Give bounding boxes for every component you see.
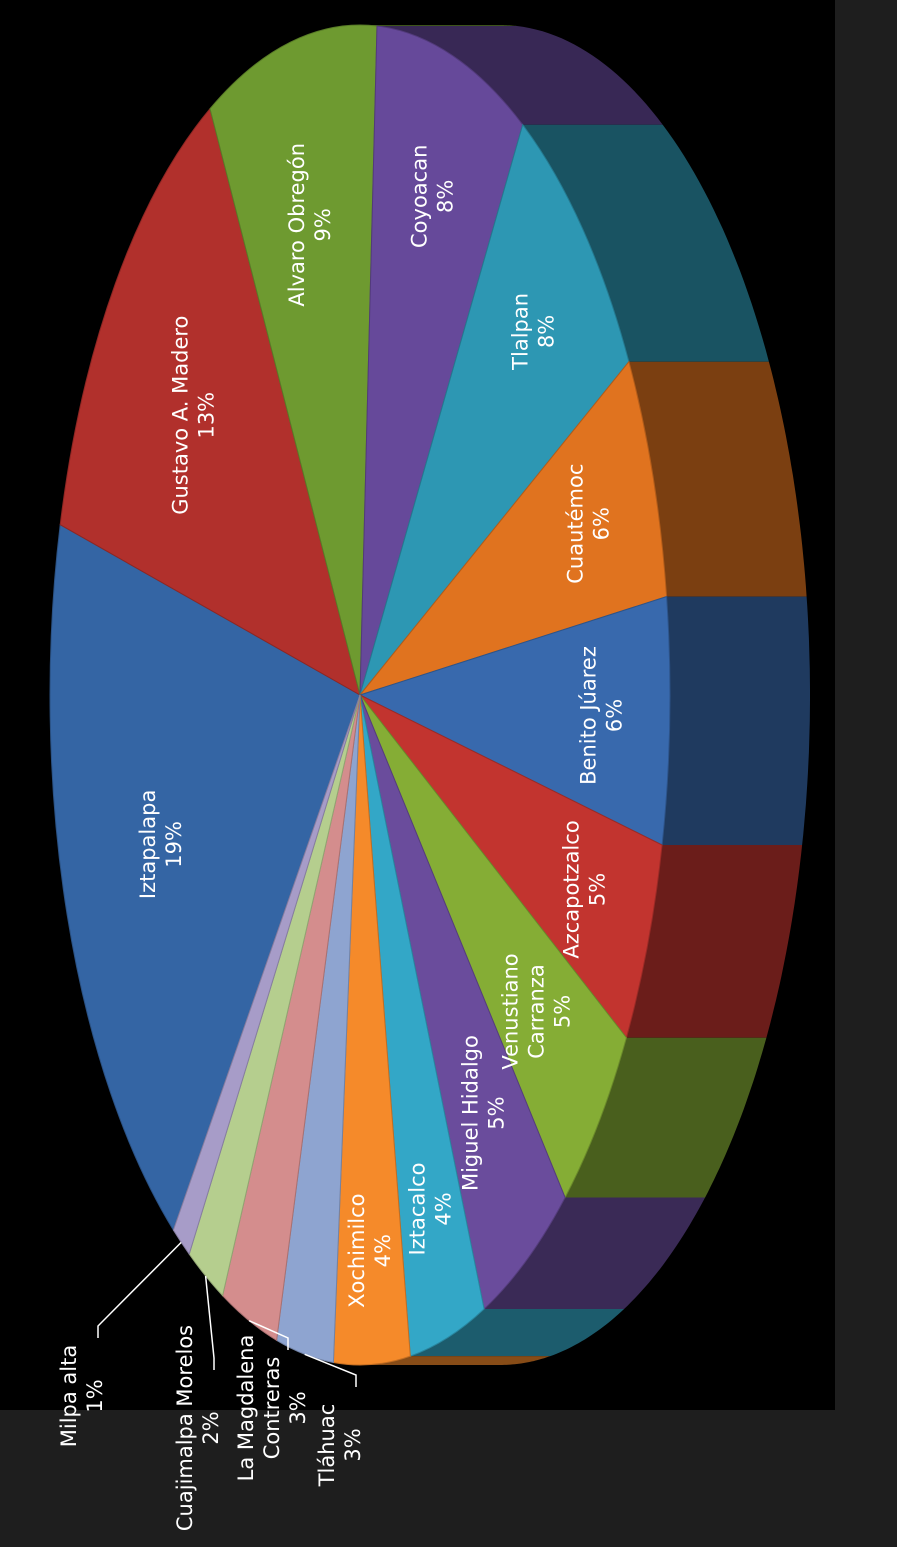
pie-slice-miguel-hidalgo <box>359 694 566 1310</box>
data-label-cuautemoc: Cuautémoc6% <box>563 464 613 584</box>
data-label-name: Venustiano <box>499 953 523 1069</box>
data-label-tlahuac: Tláhuac3% <box>315 1404 365 1488</box>
data-label-value: 2% <box>199 1411 223 1444</box>
leader-line-la-magdalena-contreras <box>248 1320 289 1350</box>
data-label-la-magdalena-contreras: La MagdalenaContreras3% <box>234 1335 310 1482</box>
data-label-coyoacan: Coyoacan8% <box>407 145 457 248</box>
data-label-value: 6% <box>603 699 627 732</box>
data-label-value: 8% <box>433 180 457 213</box>
data-label-xochimilco: Xochimilco4% <box>345 1193 395 1307</box>
pie-side-miguel-hidalgo <box>484 1197 706 1309</box>
data-label-value: 5% <box>484 1096 508 1129</box>
pie-slice-gustavo-a-madero <box>59 107 361 697</box>
pie-slice-alvaro-obregon <box>209 24 378 696</box>
data-label-tlalpan: Tlalpan8% <box>509 293 559 371</box>
data-label-name: Tláhuac <box>315 1404 339 1488</box>
data-label-name: Cuautémoc <box>563 464 587 584</box>
pie-side-xochimilco <box>360 1356 551 1365</box>
data-label-milpa-alta: Milpa alta1% <box>57 1345 107 1447</box>
chart-slices-layer <box>49 24 671 1366</box>
data-label-iztapalapa: Iztapalapa19% <box>136 790 186 899</box>
pie-side-benito-juarez <box>662 596 810 845</box>
data-label-name: Benito Júarez <box>577 646 601 785</box>
pie-slice-cuautemoc <box>358 360 668 696</box>
data-label-name: Milpa alta <box>57 1345 81 1447</box>
data-label-name: Coyoacan <box>407 145 431 248</box>
data-label-value: 5% <box>585 873 609 906</box>
data-label-value: 4% <box>431 1192 455 1225</box>
data-label-value: 8% <box>535 315 559 348</box>
data-label-value: 19% <box>162 821 186 868</box>
pie-side-azcapotzalco <box>626 845 803 1038</box>
pie-slice-coyoacan <box>359 25 524 696</box>
chart-labels-layer: Iztapalapa19% Gustavo A. Madero13% Alvaro … <box>57 143 627 1531</box>
data-label-value: 13% <box>195 392 219 439</box>
data-label-name: Cuajimalpa Morelos <box>173 1325 197 1531</box>
data-label-value: 3% <box>341 1428 365 1461</box>
data-label-name: Miguel Hidalgo <box>458 1035 482 1191</box>
pie-side-alvaro-obregon <box>360 25 517 26</box>
data-label-azcapotzalco: Azcapotzalco5% <box>559 820 609 958</box>
pie-slice-milpa-alta <box>172 694 361 1256</box>
data-label-venustiano-carranza: VenustianoCarranza5% <box>499 953 575 1069</box>
data-label-value: 9% <box>311 208 335 241</box>
data-label-name: Alvaro Obregón <box>285 143 309 307</box>
data-label-iztacalco: Iztacalco4% <box>405 1163 455 1256</box>
pie-side-cuautemoc <box>628 361 807 597</box>
data-label-name: Azcapotzalco <box>559 820 583 958</box>
pie-side-venustiano-carranza <box>565 1037 767 1198</box>
data-label-cuajimalpa-morelos: Cuajimalpa Morelos2% <box>173 1325 223 1531</box>
data-label-name: Iztapalapa <box>136 790 160 899</box>
data-label-alvaro-obregon: Alvaro Obregón9% <box>285 143 335 307</box>
data-label-gustavo-a-madero: Gustavo A. Madero13% <box>169 316 219 515</box>
leader-line-tlahuac <box>304 1353 357 1387</box>
data-label-name: La Magdalena <box>234 1335 258 1482</box>
data-label-benito-juarez: Benito Júarez6% <box>577 646 627 785</box>
pie-slice-venustiano-carranza <box>359 694 627 1199</box>
data-label-name: Gustavo A. Madero <box>169 316 193 515</box>
data-label-name: Xochimilco <box>345 1193 369 1307</box>
data-label-value: 5% <box>551 995 575 1028</box>
data-label-value: 3% <box>286 1391 310 1424</box>
data-label-name: Iztacalco <box>405 1163 429 1256</box>
pie-slice-tlalpan <box>359 123 630 696</box>
pie-slice-iztapalapa <box>49 523 361 1232</box>
pie-side-coyoacan <box>377 26 663 125</box>
leader-line-milpa-alta <box>97 1241 182 1338</box>
data-label-miguel-hidalgo: Miguel Hidalgo5% <box>458 1035 508 1191</box>
pie-slice-benito-juarez <box>358 595 671 846</box>
leader-line-cuajimalpa-morelos <box>204 1275 215 1370</box>
data-label-name: Tlalpan <box>509 293 533 371</box>
pie-side-iztacalco <box>410 1309 625 1357</box>
data-label-value: 4% <box>371 1234 395 1267</box>
data-label-name: Carranza <box>525 964 549 1059</box>
data-label-name: Contreras <box>260 1357 284 1460</box>
pie-side-tlalpan <box>522 124 769 362</box>
data-label-value: 1% <box>83 1379 107 1412</box>
data-label-value: 6% <box>589 507 613 540</box>
chart-depth-layer <box>360 25 810 1365</box>
pie-slice-azcapotzalco <box>359 694 663 1039</box>
